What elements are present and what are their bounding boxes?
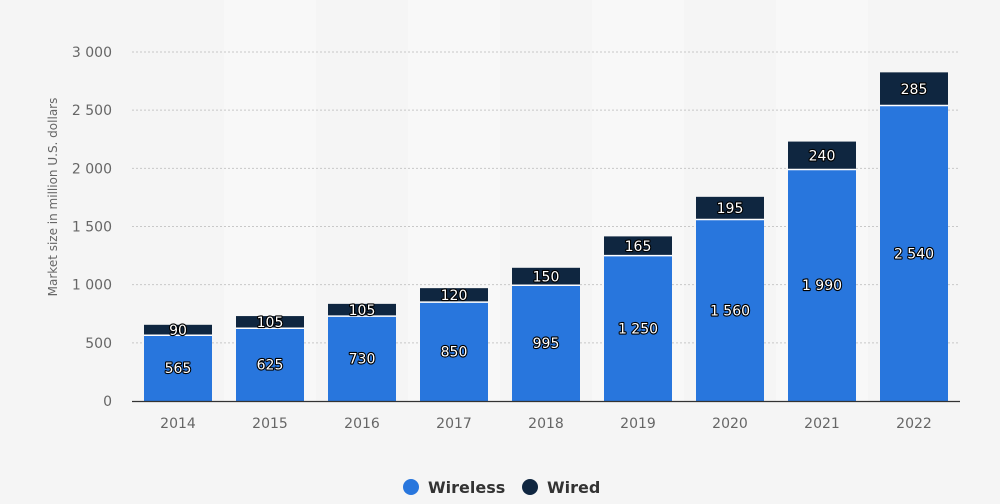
bar-wireless[interactable] (144, 335, 212, 401)
data-label: 1 250 (618, 321, 658, 337)
y-tick-label: 1 000 (72, 278, 112, 294)
x-tick-label: 2017 (436, 416, 472, 432)
y-tick-label: 1 500 (72, 220, 112, 236)
bar-wired[interactable] (880, 72, 948, 106)
x-tick-label: 2018 (528, 416, 564, 432)
data-label: 195 (717, 201, 744, 217)
bar-wireless[interactable] (236, 328, 304, 401)
x-tick-label: 2016 (344, 416, 380, 432)
y-tick-label: 3 000 (72, 45, 112, 61)
y-axis-title: Market size in million U.S. dollars (46, 98, 60, 297)
bar-wired[interactable] (604, 236, 672, 256)
legend-swatch-wired (522, 479, 538, 495)
y-axis-ticks: 0 500 1 000 1 500 2 000 2 500 3 000 (72, 45, 112, 410)
bar-wireless[interactable] (420, 302, 488, 401)
data-label: 1 990 (802, 278, 842, 294)
bars (144, 72, 948, 401)
bar-wired[interactable] (696, 196, 764, 220)
bar-wired[interactable] (512, 267, 580, 286)
legend-label: Wired (547, 478, 600, 497)
y-tick-label: 2 000 (72, 161, 112, 177)
data-label: 730 (349, 352, 376, 368)
legend-item-wired[interactable]: Wired (522, 478, 600, 497)
y-tick-label: 2 500 (72, 103, 112, 119)
bar-wired[interactable] (144, 324, 212, 336)
data-label: 995 (533, 336, 560, 352)
legend-swatch-wireless (403, 479, 419, 495)
bar-wireless[interactable] (328, 316, 396, 401)
y-tick-label: 0 (103, 394, 112, 410)
x-tick-label: 2019 (620, 416, 656, 432)
data-label: 285 (901, 82, 928, 98)
x-tick-label: 2022 (896, 416, 932, 432)
legend[interactable]: Wireless Wired (403, 478, 600, 497)
data-label: 105 (349, 303, 376, 319)
x-tick-label: 2015 (252, 416, 288, 432)
data-label: 565 (165, 361, 192, 377)
bar-wireless[interactable] (512, 285, 580, 401)
bar-wireless[interactable] (788, 169, 856, 401)
bar-wireless[interactable] (696, 219, 764, 401)
x-axis-ticks: 2014 2015 2016 2017 2018 2019 2020 2021 2022 (160, 416, 932, 432)
y-tick-label: 500 (85, 336, 112, 352)
data-labels: 565 90 625 105 730 105 850 120 995 150 1 250 165 1 5… (164, 81, 936, 378)
bar-wired[interactable] (788, 141, 856, 170)
bar-wired[interactable] (420, 288, 488, 303)
bar-wireless[interactable] (880, 105, 948, 401)
data-label: 850 (441, 345, 468, 361)
legend-label: Wireless (428, 478, 505, 497)
data-label: 105 (257, 315, 284, 331)
data-label: 625 (257, 358, 284, 374)
bar-wireless[interactable] (604, 255, 672, 401)
data-label: 1 560 (710, 303, 750, 319)
x-tick-label: 2014 (160, 416, 196, 432)
data-label: 120 (441, 288, 468, 304)
data-label: 165 (625, 239, 652, 255)
data-label: 2 540 (894, 246, 934, 262)
data-label: 150 (533, 270, 560, 286)
x-tick-label: 2021 (804, 416, 840, 432)
data-label: 240 (809, 149, 836, 165)
bar-wired[interactable] (328, 303, 396, 317)
x-tick-label: 2020 (712, 416, 748, 432)
legend-item-wireless[interactable]: Wireless (403, 478, 505, 497)
bar-wired[interactable] (236, 316, 304, 329)
data-label: 90 (169, 323, 187, 339)
